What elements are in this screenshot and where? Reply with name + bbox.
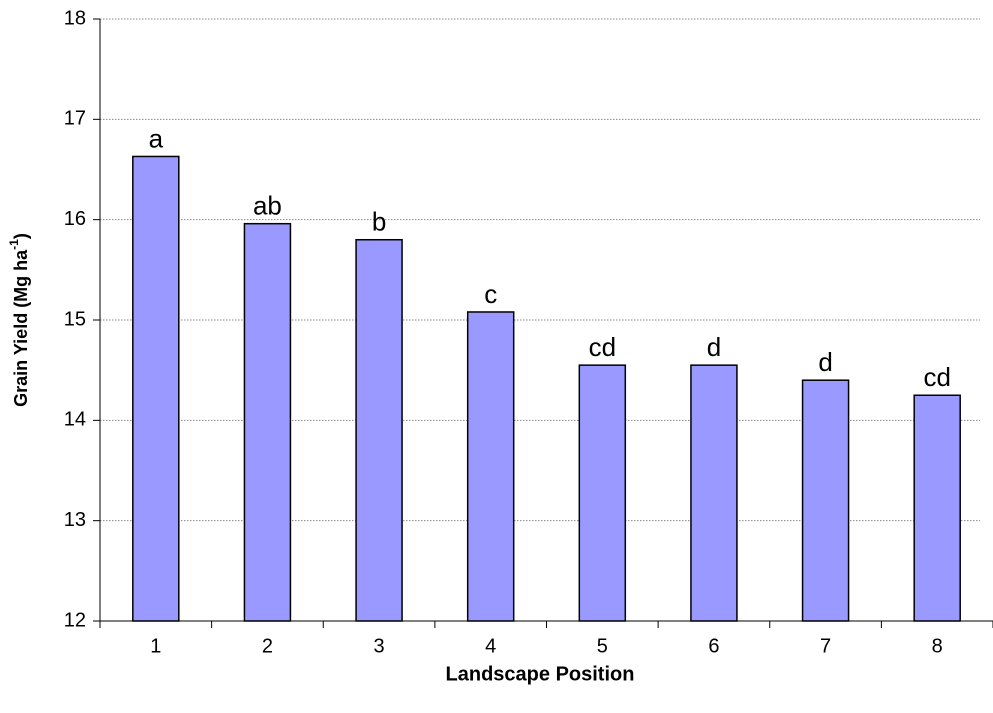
y-tick-label: 12 bbox=[64, 609, 86, 631]
bar bbox=[132, 155, 180, 622]
annotation: d bbox=[818, 347, 832, 377]
x-tick-label: 7 bbox=[820, 635, 831, 657]
x-tick-label: 3 bbox=[374, 635, 385, 657]
annotation: a bbox=[149, 123, 164, 153]
x-tick-label: 5 bbox=[597, 635, 608, 657]
x-tick-label: 8 bbox=[932, 635, 943, 657]
x-tick-label: 2 bbox=[262, 635, 273, 657]
y-tick-label: 17 bbox=[64, 108, 86, 130]
annotation: d bbox=[707, 332, 721, 362]
x-axis-label: Landscape Position bbox=[446, 663, 635, 685]
y-tick-label: 16 bbox=[64, 208, 86, 230]
annotation: ab bbox=[253, 191, 282, 221]
y-axis-label: Grain Yield (Mg ha-1) bbox=[7, 233, 31, 407]
x-tick-label: 4 bbox=[485, 635, 496, 657]
bar bbox=[355, 238, 403, 622]
bar bbox=[466, 311, 515, 622]
y-axis-label-end: ) bbox=[11, 233, 31, 239]
y-tick-label: 14 bbox=[64, 409, 86, 431]
y-tick-label: 15 bbox=[64, 308, 86, 330]
annotation: b bbox=[372, 207, 386, 237]
y-tick-label: 18 bbox=[64, 7, 86, 29]
annotation: cd bbox=[589, 332, 616, 362]
y-axis-label-text: Grain Yield (Mg ha bbox=[11, 249, 31, 407]
bar bbox=[913, 394, 961, 622]
bar bbox=[801, 379, 850, 622]
y-axis-label-sup: -1 bbox=[7, 239, 21, 250]
x-tick-label: 1 bbox=[150, 635, 161, 657]
annotation: c bbox=[484, 279, 497, 309]
x-tick-label: 6 bbox=[708, 635, 719, 657]
bar bbox=[243, 222, 292, 622]
bar bbox=[578, 364, 627, 622]
annotation: cd bbox=[923, 362, 950, 392]
bar bbox=[690, 364, 738, 622]
y-tick-label: 13 bbox=[64, 509, 86, 531]
